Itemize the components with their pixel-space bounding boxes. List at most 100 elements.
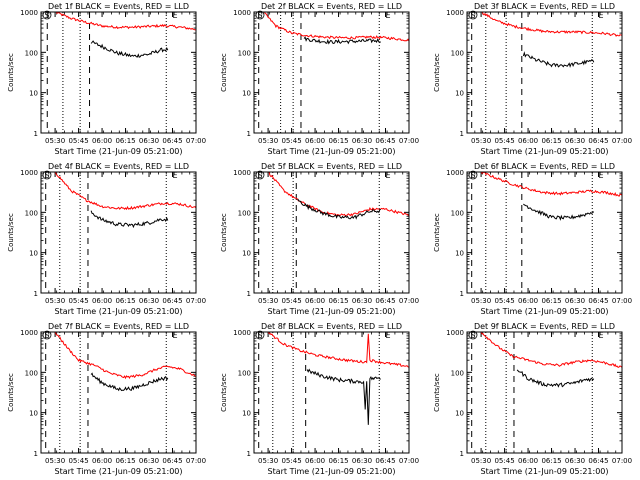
x-tick-label: 05:30 <box>45 297 65 305</box>
x-tick-label: 07:00 <box>612 457 632 465</box>
x-axis-label: Start Time (21-Jun-09 05:21:00) <box>55 467 183 476</box>
s-marker-circle <box>255 10 265 20</box>
x-tick-label: 06:45 <box>375 457 395 465</box>
x-tick-label: 06:00 <box>92 137 112 145</box>
s-marker-circle <box>42 10 52 20</box>
x-tick-label: 05:45 <box>281 457 301 465</box>
x-tick-label: 06:00 <box>305 137 325 145</box>
events-series-line <box>516 369 595 388</box>
x-tick-label: 06:30 <box>352 137 372 145</box>
y-tick-label: 1 <box>247 450 251 458</box>
events-series-line <box>297 198 381 220</box>
y-tick-label: 1 <box>460 450 464 458</box>
x-tick-label: 06:15 <box>115 457 135 465</box>
y-tick-label: 10 <box>242 90 251 98</box>
y-axis-label: Counts/sec <box>7 53 15 92</box>
plot-frame <box>40 11 197 134</box>
y-tick-label: 10 <box>242 410 251 418</box>
s-marker-label: S <box>257 171 262 180</box>
events-series-line <box>306 368 381 425</box>
y-tick-label: 100 <box>25 369 38 377</box>
x-axis-label: Start Time (21-Jun-09 05:21:00) <box>481 467 609 476</box>
x-tick-label: 05:45 <box>281 297 301 305</box>
x-axis-label: Start Time (21-Jun-09 05:21:00) <box>268 307 396 316</box>
y-tick-label: 1 <box>34 450 38 458</box>
x-tick-label: 05:45 <box>68 137 88 145</box>
lld-series-line <box>254 172 409 217</box>
x-tick-label: 05:45 <box>494 137 514 145</box>
lld-series-line <box>41 172 196 211</box>
s-marker-label: S <box>44 171 49 180</box>
lld-series-line <box>41 12 196 31</box>
x-tick-label: 06:45 <box>588 137 608 145</box>
x-tick-label: 05:30 <box>471 457 491 465</box>
y-tick-label: 100 <box>238 369 251 377</box>
x-tick-label: 06:15 <box>328 297 348 305</box>
x-tick-label: 07:00 <box>399 297 419 305</box>
x-tick-label: 05:30 <box>258 137 278 145</box>
plot-frame <box>40 331 197 454</box>
panel-1: Det 1f BLACK = Events, RED = LLD Start Ti… <box>7 2 206 156</box>
plot-frame <box>253 331 410 454</box>
y-axis-label: Counts/sec <box>7 373 15 412</box>
x-tick-label: 05:45 <box>494 297 514 305</box>
x-tick-label: 06:00 <box>92 297 112 305</box>
x-tick-label: 05:45 <box>281 137 301 145</box>
x-tick-label: 06:30 <box>352 457 372 465</box>
lld-series-line <box>254 332 409 368</box>
y-tick-label: 1000 <box>446 169 464 177</box>
x-tick-label: 06:15 <box>541 457 561 465</box>
events-series-line <box>90 40 169 58</box>
x-axis-label: Start Time (21-Jun-09 05:21:00) <box>55 147 183 156</box>
y-axis-label: Counts/sec <box>433 373 441 412</box>
y-tick-label: 1000 <box>233 9 251 17</box>
y-tick-label: 1000 <box>446 9 464 17</box>
x-tick-label: 06:45 <box>375 137 395 145</box>
x-tick-label: 07:00 <box>612 137 632 145</box>
x-tick-label: 05:45 <box>68 457 88 465</box>
x-tick-label: 06:30 <box>139 137 159 145</box>
plot-frame <box>253 171 410 294</box>
x-tick-label: 07:00 <box>186 457 206 465</box>
x-tick-label: 05:45 <box>494 457 514 465</box>
s-marker-circle <box>468 330 478 340</box>
panel-title: Det 2f BLACK = Events, RED = LLD <box>261 2 402 11</box>
x-tick-label: 06:00 <box>518 297 538 305</box>
x-tick-label: 06:00 <box>305 457 325 465</box>
panel-title: Det 7f BLACK = Events, RED = LLD <box>48 322 189 331</box>
y-tick-label: 100 <box>238 209 251 217</box>
lld-series-line <box>254 12 409 42</box>
x-axis-label: Start Time (21-Jun-09 05:21:00) <box>268 147 396 156</box>
y-tick-label: 100 <box>238 49 251 57</box>
e-marker-label: E <box>385 11 390 20</box>
y-tick-label: 1 <box>34 130 38 138</box>
panel-title: Det 8f BLACK = Events, RED = LLD <box>261 322 402 331</box>
e-marker-label: E <box>598 331 603 340</box>
lld-series-line <box>467 172 622 197</box>
x-tick-label: 06:30 <box>352 297 372 305</box>
x-tick-label: 06:30 <box>565 297 585 305</box>
x-axis-label: Start Time (21-Jun-09 05:21:00) <box>55 307 183 316</box>
x-tick-label: 06:45 <box>588 457 608 465</box>
panel-3: Det 3f BLACK = Events, RED = LLD Start Ti… <box>433 2 632 156</box>
y-tick-label: 1000 <box>233 169 251 177</box>
s-marker-label: S <box>44 11 49 20</box>
s-marker-circle <box>42 330 52 340</box>
s-marker-label: S <box>470 11 475 20</box>
x-tick-label: 06:30 <box>565 137 585 145</box>
y-tick-label: 1000 <box>20 9 38 17</box>
panel-title: Det 1f BLACK = Events, RED = LLD <box>48 2 189 11</box>
x-tick-label: 06:00 <box>305 297 325 305</box>
x-tick-label: 06:30 <box>139 297 159 305</box>
x-tick-label: 05:30 <box>45 457 65 465</box>
lld-series-line <box>467 12 622 37</box>
x-tick-label: 05:30 <box>45 137 65 145</box>
x-tick-label: 07:00 <box>186 297 206 305</box>
y-tick-label: 10 <box>455 250 464 258</box>
y-tick-label: 1 <box>247 130 251 138</box>
lld-series-line <box>41 332 196 380</box>
x-tick-label: 06:45 <box>162 457 182 465</box>
x-tick-label: 05:30 <box>258 457 278 465</box>
s-marker-label: S <box>257 11 262 20</box>
